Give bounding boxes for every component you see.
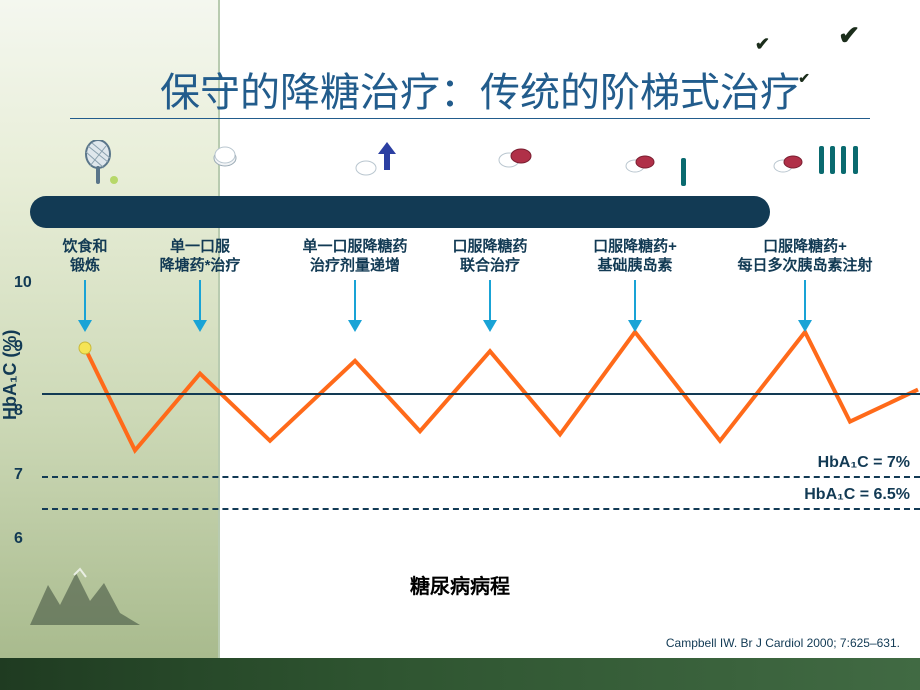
pen-icon <box>853 146 858 174</box>
y-tick-label: 10 <box>14 274 32 292</box>
stage-arrow-icon <box>354 280 356 330</box>
ref-line-dashed <box>42 508 920 510</box>
stage-icon-pill <box>180 140 270 190</box>
title-underline <box>70 118 870 119</box>
bird-icon: ✔ <box>755 34 770 55</box>
citation-text: Campbell IW. Br J Cardiol 2000; 7:625–63… <box>666 636 900 650</box>
stage-label: 口服降糖药联合治疗 <box>420 238 560 276</box>
y-tick-label: 7 <box>14 466 23 484</box>
stage-icon-pill-up <box>330 140 420 190</box>
ref-line-label: HbA₁C = 6.5% <box>804 486 910 504</box>
pen-icon <box>681 158 686 186</box>
pen-icon <box>841 146 846 174</box>
ref-line-label: HbA₁C = 7% <box>818 454 910 472</box>
stage-icon-two-pills <box>470 140 560 190</box>
treatment-timeline-bar <box>30 196 770 228</box>
stage-arrow-icon <box>489 280 491 330</box>
y-tick-label: 8 <box>14 402 23 420</box>
stage-icon-exercise <box>55 140 145 190</box>
pen-icon <box>819 146 824 174</box>
mountain-icon <box>30 565 140 630</box>
stage-arrow-icon <box>84 280 86 330</box>
racket-icon <box>80 140 120 195</box>
stage-label: 单一口服降糖药治疗剂量递增 <box>285 238 425 276</box>
stage-arrow-icon <box>199 280 201 330</box>
pen-icon <box>830 146 835 174</box>
slide-root: ✔ ✔ ✔ 保守的降糖治疗：传统的阶梯式治疗 <box>0 0 920 690</box>
stage-label: 口服降糖药+每日多次胰岛素注射 <box>735 238 875 276</box>
stage-arrow-icon <box>634 280 636 330</box>
ref-line-solid <box>42 393 920 395</box>
bottom-band <box>0 658 920 690</box>
citation: Campbell IW. Br J Cardiol 2000; 7:625–63… <box>666 636 900 650</box>
ref-line-dashed <box>42 476 920 478</box>
stage-arrow-icon <box>804 280 806 330</box>
stage-icon-pills-pen <box>610 140 700 190</box>
y-tick-label: 9 <box>14 338 23 356</box>
y-tick-label: 6 <box>14 530 23 548</box>
stage-label: 口服降糖药+基础胰岛素 <box>565 238 705 276</box>
stage-icon-pills-pens <box>770 140 860 190</box>
bird-icon: ✔ <box>838 20 860 51</box>
stage-label: 单一口服降塘药*治疗 <box>130 238 270 276</box>
slide-title: 保守的降糖治疗：传统的阶梯式治疗 <box>80 60 880 118</box>
